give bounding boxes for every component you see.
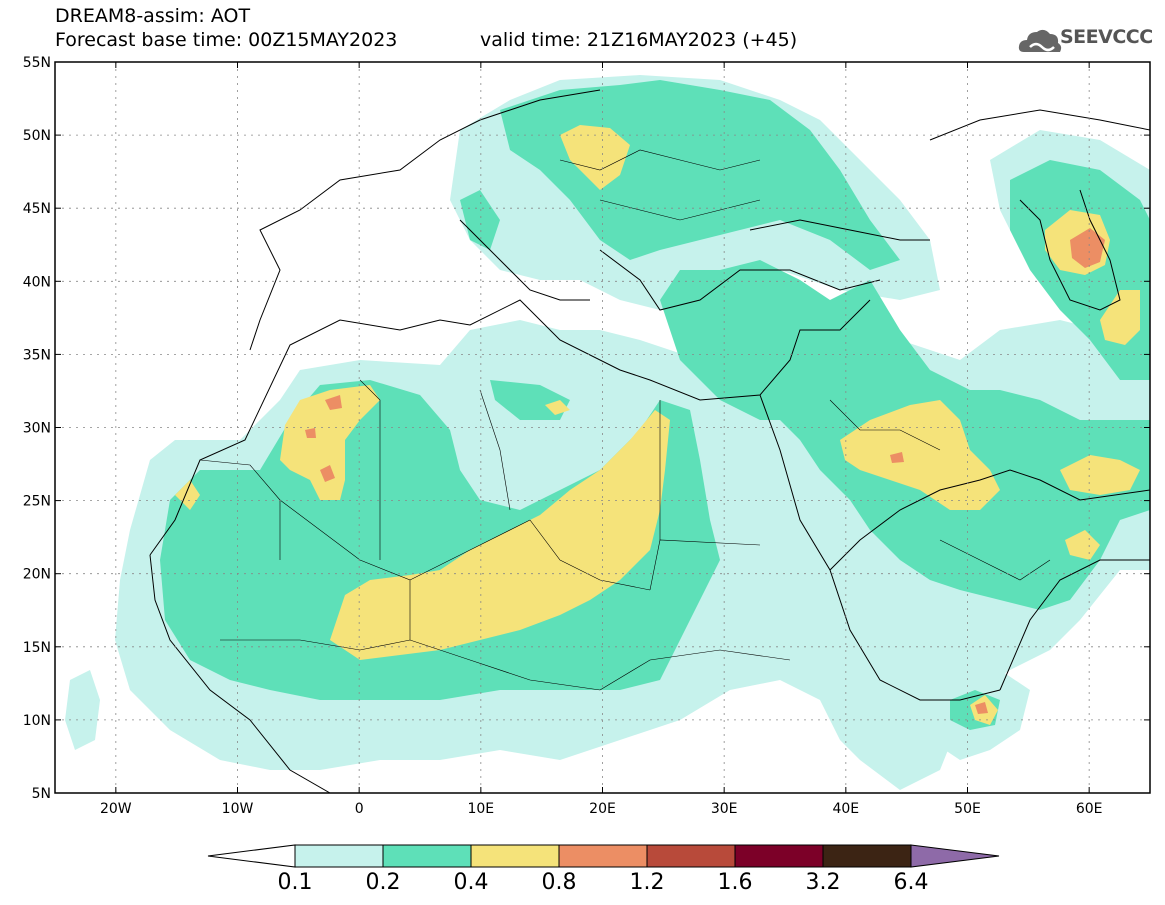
map-gridlines — [55, 62, 1150, 793]
colorbar-box — [470, 844, 560, 868]
longitude-labels: 20W 10W 0 10E 20E 30E 40E 50E 60E — [100, 801, 1103, 817]
lon-label: 10W — [222, 801, 254, 817]
forecast-base-time: Forecast base time: 00Z15MAY2023 — [55, 29, 398, 51]
coastlines — [149, 89, 1150, 793]
lat-label: 25N — [23, 494, 51, 510]
lat-label: 45N — [23, 201, 51, 217]
cloud-icon — [1018, 29, 1062, 52]
lon-label: 20W — [100, 801, 132, 817]
colorbar-box — [558, 844, 648, 868]
colorbar-label: 0.2 — [366, 870, 401, 895]
lon-label: 0 — [355, 801, 364, 817]
lat-label: 5N — [32, 786, 51, 802]
aot-level-0.8 — [305, 228, 1105, 714]
colorbar-box — [382, 844, 472, 868]
lon-label: 40E — [832, 801, 859, 817]
colorbar-label: 0.8 — [542, 870, 577, 895]
map-title: DREAM8-assim: AOT — [55, 5, 251, 27]
lat-label: 50N — [23, 128, 51, 144]
colorbar-label: 3.2 — [806, 870, 841, 895]
colorbar-label: 0.4 — [454, 870, 489, 895]
colorbar-label: 1.6 — [718, 870, 753, 895]
colorbar-box — [294, 844, 384, 868]
lat-label: 35N — [23, 347, 51, 363]
colorbar-right-arrow — [910, 844, 1000, 868]
lon-label: 30E — [711, 801, 738, 817]
valid-time: valid time: 21Z16MAY2023 (+45) — [480, 29, 798, 51]
country-borders — [199, 149, 1051, 691]
colorbar-label: 6.4 — [894, 870, 929, 895]
lat-label: 15N — [23, 640, 51, 656]
lon-label: 60E — [1076, 801, 1103, 817]
latitude-labels: 55N 50N 45N 40N 35N 30N 25N 20N 15N 10N 5N — [23, 55, 51, 802]
colorbar-label: 1.2 — [630, 870, 665, 895]
lon-label: 10E — [467, 801, 494, 817]
lat-label: 30N — [23, 421, 51, 437]
aot-contours — [55, 62, 1150, 793]
lat-label: 55N — [23, 55, 51, 71]
lat-label: 10N — [23, 713, 51, 729]
lon-label: 50E — [954, 801, 981, 817]
lon-label: 20E — [589, 801, 616, 817]
lat-label: 40N — [23, 274, 51, 290]
colorbar-label: 0.1 — [278, 870, 313, 895]
axis-ticks — [55, 61, 1150, 794]
colorbar-left-arrow — [207, 844, 296, 868]
colorbar-box — [822, 844, 912, 868]
lat-label: 20N — [23, 567, 51, 583]
colorbar-box — [734, 844, 824, 868]
colorbar-box — [646, 844, 736, 868]
logo-text: SEEVCCC — [1060, 26, 1153, 48]
